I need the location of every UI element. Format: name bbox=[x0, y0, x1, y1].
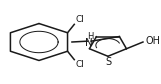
Text: Cl: Cl bbox=[75, 60, 84, 69]
Text: S: S bbox=[105, 57, 111, 67]
Text: OH: OH bbox=[145, 36, 160, 46]
Text: N: N bbox=[85, 38, 93, 48]
Text: Cl: Cl bbox=[75, 15, 84, 24]
Text: H: H bbox=[87, 32, 93, 41]
